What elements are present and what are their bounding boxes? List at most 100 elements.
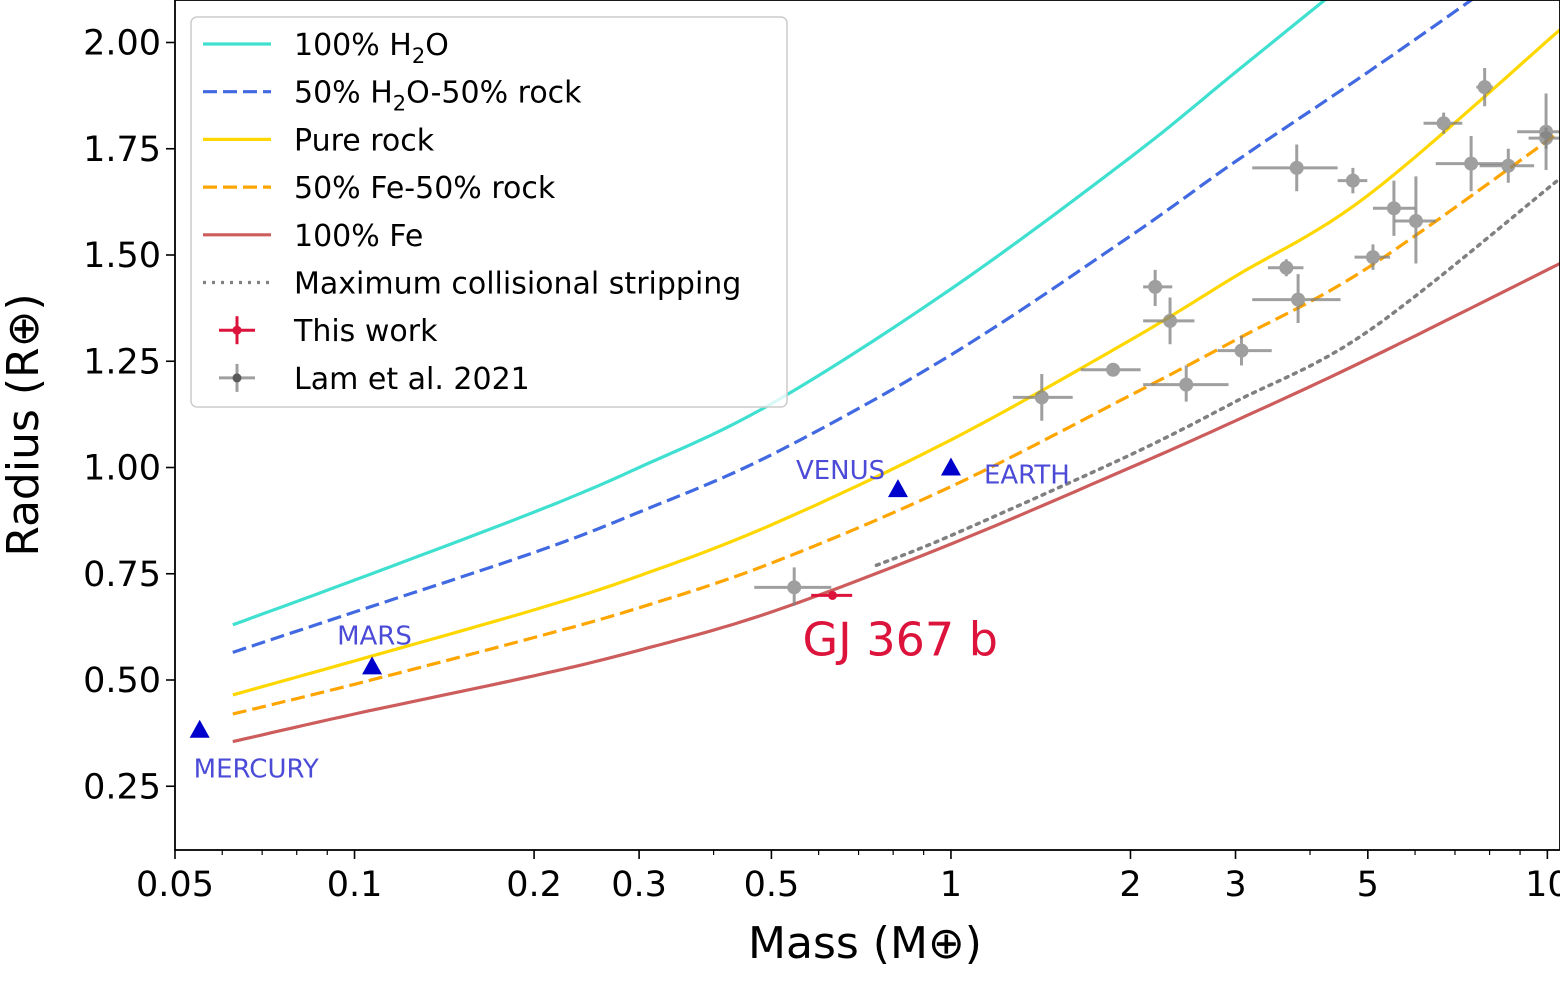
lam2021-point-14 — [1423, 112, 1463, 134]
data-points — [754, 68, 1560, 606]
lam2021-point-8 — [1252, 144, 1338, 192]
legend-label-3: 50% Fe-50% rock — [294, 171, 556, 206]
x-tick-label-5: 1 — [940, 865, 962, 905]
lam2021-point-2 — [1080, 362, 1141, 377]
y-axis-ticks: 0.25 0.50 0.75 1.00 1.25 1.50 1.75 2.00 — [83, 24, 175, 807]
lam2021-point-0 — [754, 567, 832, 606]
x-tick-label-2: 0.2 — [506, 865, 562, 905]
lam2021-point-1 — [1012, 374, 1073, 421]
legend-label-5: Maximum collisional stripping — [294, 267, 741, 302]
lam2021-point-19 — [1528, 127, 1560, 149]
legend-label-0-part-1: 100% H — [294, 28, 412, 63]
y-tick-label-2: 0.75 — [83, 555, 161, 595]
model-curves — [232, 0, 1560, 744]
lam2021-point-7-marker — [1279, 260, 1294, 275]
legend-swatch-7 — [219, 363, 255, 392]
legend-label-1-part-2: O-50% rock — [406, 76, 582, 111]
lam2021-point-10 — [1337, 167, 1368, 194]
legend-swatch-7-dot — [232, 373, 242, 383]
mars-marker — [362, 656, 383, 675]
lam2021-point-0-marker — [787, 580, 802, 595]
x-tick-label-3: 0.3 — [611, 865, 667, 905]
lam2021-point-3 — [1143, 269, 1173, 306]
lam2021-point-17 — [1479, 148, 1535, 183]
plot-frame — [174, 0, 1560, 851]
lam2021-point-12 — [1372, 180, 1416, 236]
legend-label-0-sub: 2 — [412, 44, 425, 68]
lam2021-point-14-marker — [1436, 116, 1451, 131]
venus-marker — [887, 479, 908, 498]
legend-label-6: This work — [293, 314, 438, 349]
model-curve-4 — [232, 262, 1560, 744]
x-tick-label-9: 10 — [1525, 865, 1560, 905]
lam2021-point-11 — [1354, 244, 1391, 270]
x-tick-label-1: 0.1 — [327, 865, 383, 905]
lam2021-point-13-marker — [1408, 214, 1423, 228]
lam2021-point-19-marker — [1539, 131, 1554, 146]
lam2021-point-4-marker — [1163, 313, 1178, 328]
lam2021-point-6-marker — [1234, 343, 1249, 358]
lam2021-point-15 — [1435, 136, 1503, 192]
lam2021-point-4 — [1143, 297, 1195, 345]
solar-system-planets: MERCURY MARS VENUS EARTH — [189, 456, 1070, 785]
y-tick-label-4: 1.25 — [83, 342, 161, 382]
lam2021-point-5-marker — [1179, 377, 1194, 392]
lam2021-point-11-marker — [1365, 250, 1380, 265]
legend-label-1: 50% H2O-50% rock — [294, 76, 582, 116]
x-tick-label-8: 5 — [1357, 865, 1379, 905]
legend-swatch-6-dot — [232, 325, 242, 335]
venus-label: VENUS — [796, 456, 885, 486]
model-curve-3 — [232, 130, 1560, 716]
lam2021-point-7 — [1267, 259, 1304, 277]
lam2021-point-1-marker — [1034, 390, 1049, 405]
y-tick-label-3: 1.00 — [83, 449, 161, 489]
lam2021-point-12-marker — [1386, 201, 1401, 216]
lam2021-point-15-marker — [1464, 156, 1479, 171]
y-tick-label-7: 2.00 — [83, 24, 161, 64]
legend-label-0-part-2: O — [425, 28, 449, 63]
lam2021-point-2-marker — [1106, 362, 1121, 377]
x-axis-label: Mass (M⊕) — [748, 918, 982, 969]
y-tick-label-0: 0.25 — [83, 767, 161, 807]
legend-label-0: 100% H2O — [294, 28, 449, 68]
mercury-label: MERCURY — [194, 755, 319, 785]
x-tick-label-4: 0.5 — [744, 865, 800, 905]
y-axis-label: Radius (R⊕) — [0, 293, 49, 556]
lam2021-point-13 — [1394, 176, 1436, 264]
lam2021-point-16-marker — [1477, 80, 1492, 95]
x-tick-label-6: 2 — [1119, 865, 1141, 905]
lam2021-point-9-marker — [1291, 292, 1306, 307]
x-tick-label-0: 0.05 — [136, 865, 214, 905]
lam2021-point-18 — [1517, 93, 1560, 170]
earth-label: EARTH — [984, 461, 1070, 491]
lam2021-point-16 — [1476, 68, 1493, 107]
legend-label-7: Lam et al. 2021 — [294, 362, 530, 397]
model-curve-1 — [232, 0, 1475, 654]
lam2021-point-3-marker — [1148, 279, 1163, 294]
model-curve-5 — [874, 176, 1560, 568]
legend-label-1-sub: 2 — [393, 92, 406, 116]
legend-label-4: 100% Fe — [294, 219, 423, 254]
x-axis-ticks: 0.05 0.1 0.2 0.3 0.5 1 2 3 5 10 — [136, 850, 1560, 905]
lam2021-point-9 — [1252, 274, 1341, 323]
legend-label-2: Pure rock — [294, 123, 435, 158]
earth-marker — [940, 457, 961, 476]
x-tick-label-7: 3 — [1224, 865, 1246, 905]
gj367b-label: GJ 367 b — [803, 613, 998, 667]
y-tick-label-5: 1.50 — [83, 236, 161, 276]
lam2021-point-5 — [1143, 365, 1229, 402]
lam2021-point-10-marker — [1345, 173, 1360, 188]
y-tick-label-1: 0.50 — [83, 661, 161, 701]
model-curve-2 — [232, 28, 1560, 697]
lam2021-point-8-marker — [1289, 160, 1304, 175]
legend-swatch-6 — [219, 316, 255, 345]
lam2021-point-6 — [1217, 335, 1272, 366]
legend-box — [190, 16, 788, 408]
legend-label-1-part-1: 50% H — [294, 76, 393, 111]
y-tick-label-6: 1.75 — [83, 130, 161, 170]
this-work-point-0 — [811, 590, 853, 600]
mercury-marker — [189, 719, 210, 738]
lam2021-point-17-marker — [1501, 158, 1516, 173]
